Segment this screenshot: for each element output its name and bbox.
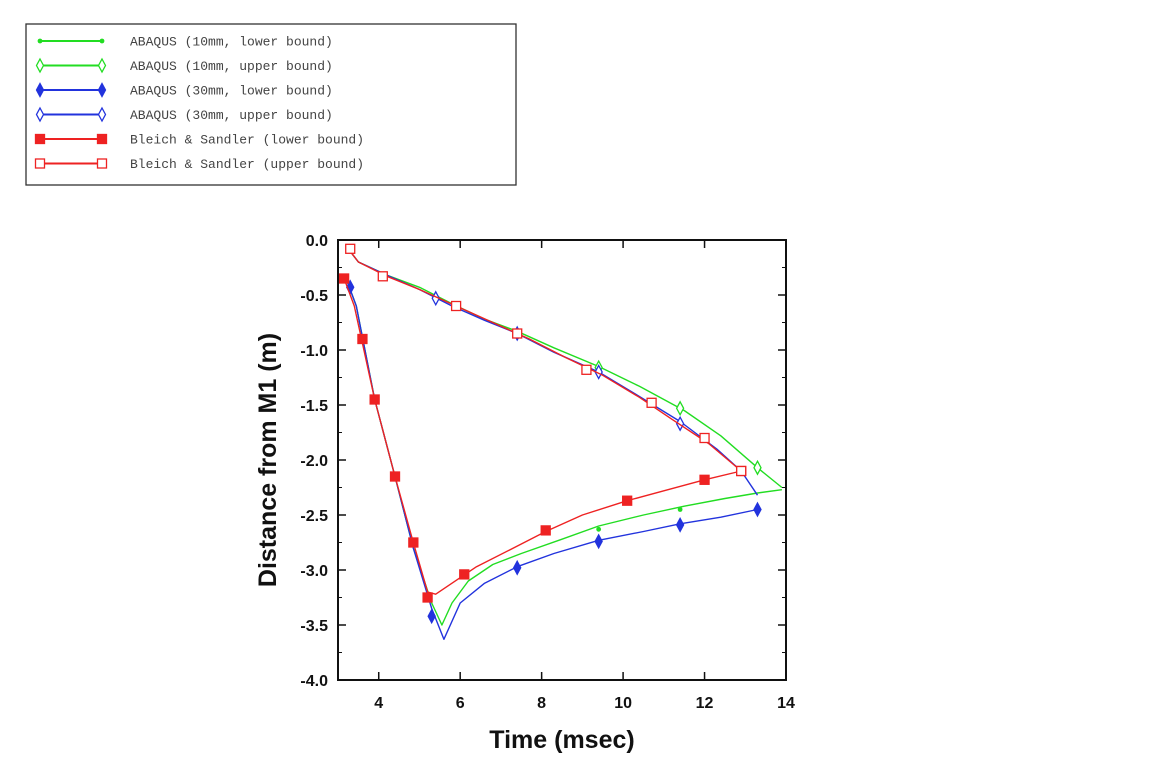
y-tick-label: -2.5: [300, 508, 328, 525]
legend-entry: ABAQUS (10mm, lower bound): [37, 35, 333, 50]
data-point: [622, 495, 633, 506]
legend-marker-left: [35, 57, 45, 74]
series-layer: [338, 243, 783, 640]
legend-entry: ABAQUS (10mm, upper bound): [35, 57, 333, 74]
y-tick-label: 0.0: [306, 233, 328, 250]
data-point: [369, 394, 380, 405]
legend-label: ABAQUS (10mm, upper bound): [130, 59, 333, 74]
data-point: [646, 397, 657, 408]
y-tick-label: -3.0: [300, 563, 328, 580]
legend-entry: Bleich & Sandler (lower bound): [34, 133, 364, 148]
x-tick-label: 10: [614, 695, 632, 712]
legend-marker-left: [37, 38, 43, 44]
data-point: [389, 471, 401, 482]
legend-entry: ABAQUS (30mm, lower bound): [35, 82, 333, 99]
legend-marker-left: [34, 133, 46, 145]
data-point: [753, 459, 762, 476]
data-point: [427, 608, 436, 625]
legend-marker-left: [35, 106, 45, 123]
data-point: [408, 537, 419, 548]
data-point: [422, 592, 433, 603]
x-axis-title: Time (msec): [489, 726, 634, 754]
x-tick-label: 6: [456, 695, 465, 712]
y-tick-label: -3.5: [300, 618, 328, 635]
y-tick-label: -2.0: [300, 453, 328, 470]
data-point: [699, 474, 710, 485]
data-point: [450, 300, 462, 312]
series-6: [345, 243, 747, 477]
legend-marker-left: [35, 82, 45, 98]
data-point: [357, 333, 368, 345]
legend-marker-right: [96, 133, 108, 145]
data-point: [675, 517, 685, 533]
data-point: [699, 432, 710, 444]
data-point: [581, 364, 592, 375]
data-point: [338, 273, 350, 284]
data-point: [459, 569, 470, 580]
data-point: [540, 525, 551, 536]
y-tick-label: -1.0: [300, 343, 328, 360]
x-axis-ticks: 4 6 8 10 12 14: [374, 240, 795, 712]
data-point: [594, 533, 603, 550]
y-axis-title: Distance from M1 (m): [254, 333, 282, 587]
legend-entry: Bleich & Sandler (upper bound): [34, 157, 364, 172]
data-point: [512, 559, 522, 576]
data-point: [596, 526, 602, 532]
legend-label: ABAQUS (10mm, lower bound): [130, 35, 333, 50]
legend-marker-right: [97, 82, 107, 98]
legend-label: Bleich & Sandler (upper bound): [130, 157, 364, 172]
x-tick-label: 8: [537, 695, 546, 712]
data-point: [377, 271, 388, 282]
data-point: [594, 364, 603, 380]
x-tick-label: 4: [374, 695, 383, 712]
data-point: [677, 507, 683, 512]
legend: ABAQUS (10mm, lower bound) ABAQUS (10mm, …: [25, 23, 517, 186]
y-tick-label: -0.5: [300, 288, 328, 305]
legend-marker-right: [96, 158, 108, 169]
legend-label: ABAQUS (30mm, upper bound): [130, 108, 333, 123]
legend-marker-left: [34, 158, 46, 169]
legend-marker-right: [97, 57, 107, 74]
legend-label: ABAQUS (30mm, lower bound): [130, 84, 333, 99]
legend-marker-right: [97, 106, 107, 123]
legend-marker-right: [99, 38, 105, 44]
x-tick-label: 12: [696, 695, 714, 712]
data-point: [675, 415, 685, 432]
x-tick-label: 14: [777, 695, 795, 712]
plot-axes: 4 6 8 10 12 14 0.0 -0.5 -1.0 -1.5 -2.0 -2.5 -3.0 -3.…: [300, 233, 795, 712]
data-point: [512, 328, 523, 339]
legend-box: [25, 23, 517, 186]
data-point: [753, 501, 762, 518]
data-point: [675, 400, 685, 417]
legend-entry: ABAQUS (30mm, upper bound): [35, 106, 333, 123]
legend-label: Bleich & Sandler (lower bound): [130, 133, 364, 148]
y-tick-label: -4.0: [300, 673, 328, 690]
plot-frame: [337, 239, 787, 681]
y-axis-ticks: 0.0 -0.5 -1.0 -1.5 -2.0 -2.5 -3.0 -3.5 -4.0: [300, 233, 786, 690]
data-point: [736, 465, 747, 477]
data-point: [345, 243, 356, 254]
y-tick-label: -1.5: [300, 398, 328, 415]
